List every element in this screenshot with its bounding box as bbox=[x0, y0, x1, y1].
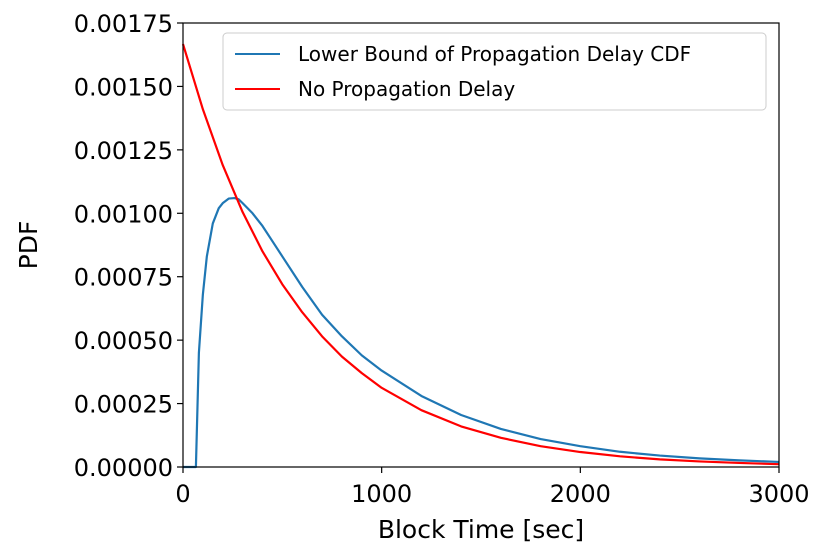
x-tick-label: 1000 bbox=[351, 480, 412, 508]
y-tick-label: 0.00175 bbox=[74, 10, 173, 38]
x-axis-label: Block Time [sec] bbox=[378, 515, 584, 544]
series-layer bbox=[181, 43, 780, 469]
y-tick-label: 0.00100 bbox=[74, 200, 173, 228]
x-tick-label: 2000 bbox=[550, 480, 611, 508]
legend-label-lower-bound: Lower Bound of Propagation Delay CDF bbox=[298, 42, 691, 66]
x-tick-label: 3000 bbox=[748, 480, 809, 508]
plot-frame bbox=[182, 22, 780, 468]
series-line-0 bbox=[183, 196, 780, 469]
y-axis-label: PDF bbox=[14, 221, 43, 270]
y-tick-label: 0.00150 bbox=[74, 73, 173, 101]
y-tick-label: 0.00075 bbox=[74, 264, 173, 292]
x-tick-label: 0 bbox=[175, 480, 190, 508]
legend-box bbox=[222, 32, 767, 111]
y-tick-label: 0.00125 bbox=[74, 137, 173, 165]
series-line-1 bbox=[181, 43, 780, 466]
x-axis-ticks: 0 1000 2000 3000 bbox=[175, 467, 810, 508]
legend: Lower Bound of Propagation Delay CDF No … bbox=[222, 32, 767, 111]
y-tick-label: 0.00025 bbox=[74, 391, 173, 419]
y-axis-ticks: 0.00000 0.00025 0.00050 0.00075 0.00100 0.001… bbox=[74, 10, 183, 482]
y-tick-label: 0.00000 bbox=[74, 454, 173, 482]
y-tick-label: 0.00050 bbox=[74, 327, 173, 355]
legend-label-no-delay: No Propagation Delay bbox=[298, 77, 515, 101]
